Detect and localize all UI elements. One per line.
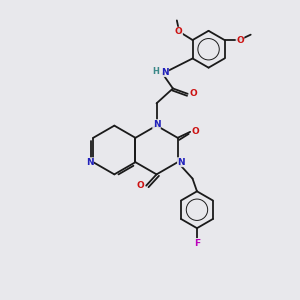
Text: O: O xyxy=(192,128,200,136)
Text: N: N xyxy=(161,68,169,76)
Text: H: H xyxy=(152,67,159,76)
Text: O: O xyxy=(137,181,145,190)
Text: F: F xyxy=(194,238,200,247)
Text: O: O xyxy=(189,89,197,98)
Text: N: N xyxy=(153,120,160,129)
Text: O: O xyxy=(236,35,244,44)
Text: N: N xyxy=(177,158,185,167)
Text: O: O xyxy=(175,27,182,36)
Text: N: N xyxy=(86,158,94,167)
